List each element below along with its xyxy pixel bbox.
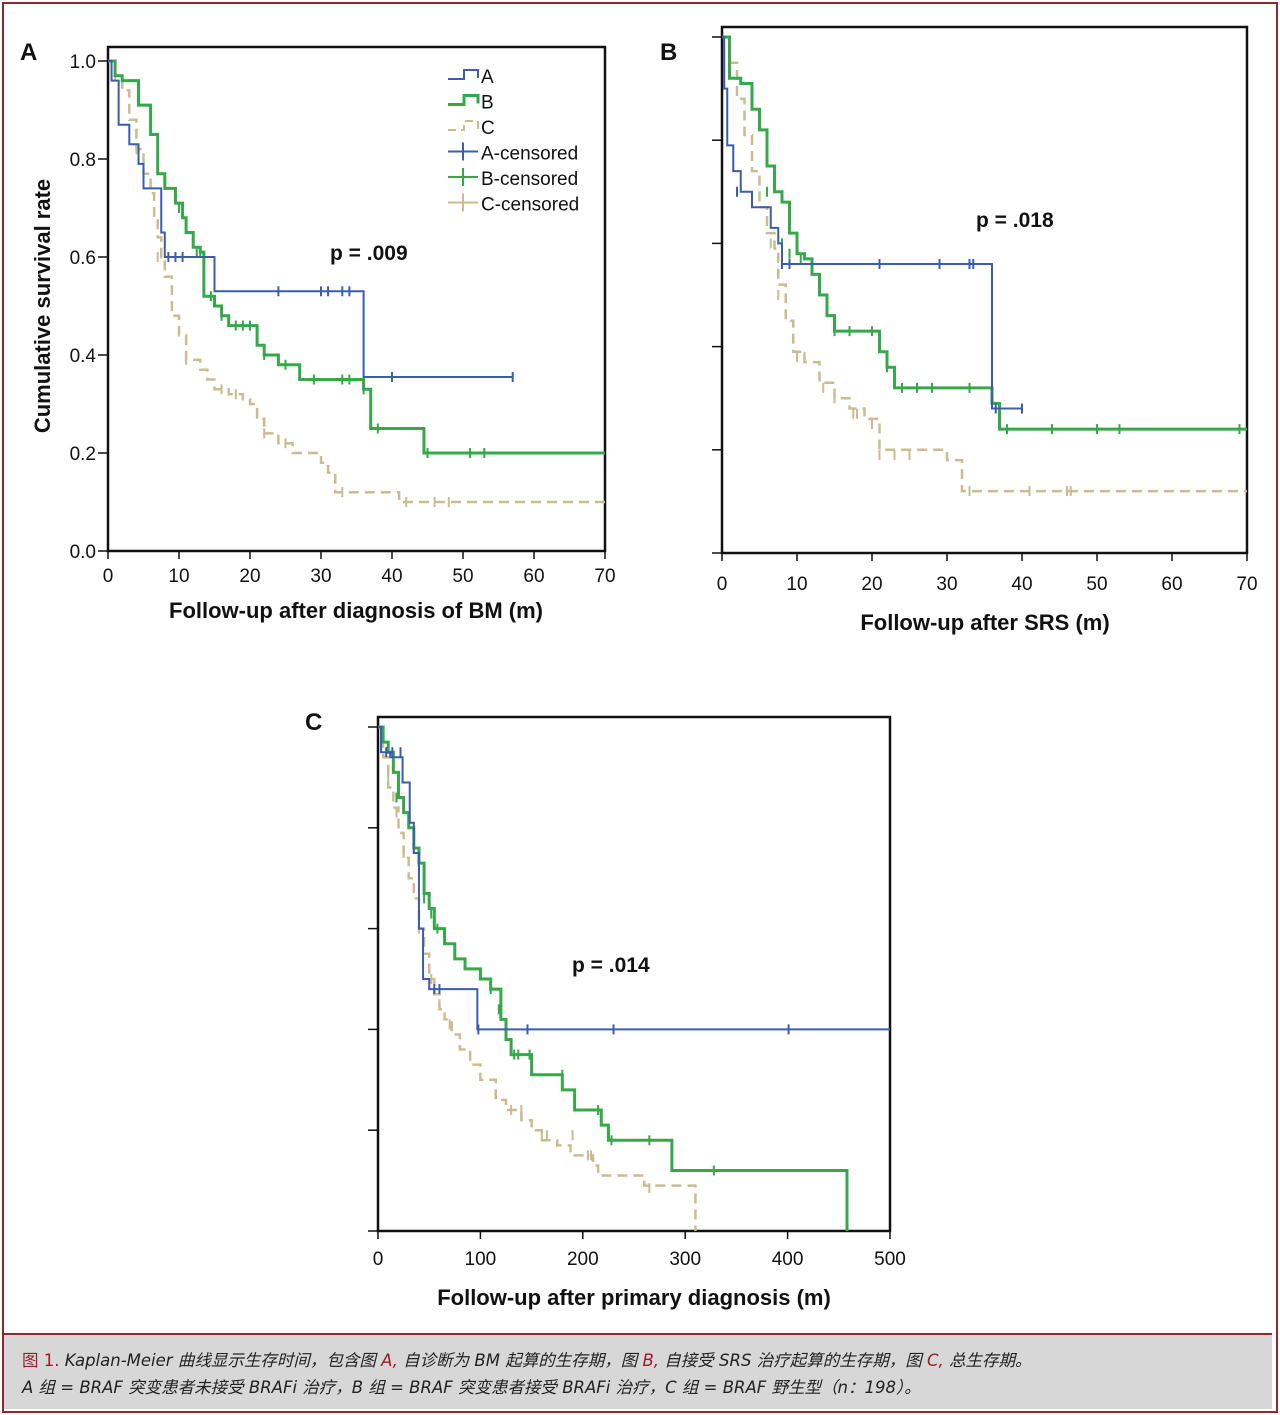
x-tick-label: 30 xyxy=(936,574,957,595)
x-tick-label: 50 xyxy=(1086,574,1107,595)
x-tick-label: 70 xyxy=(594,566,615,587)
x-tick-label: 20 xyxy=(239,566,260,587)
x-tick-label: 0 xyxy=(373,1249,384,1270)
x-tick-label: 60 xyxy=(1161,574,1182,595)
x-tick-label: 10 xyxy=(168,566,189,587)
caption-line-2: A 组 = BRAF 突变患者未接受 BRAFi 治疗，B 组 = BRAF 突… xyxy=(22,1378,921,1397)
caption-panel-ref: A, xyxy=(381,1351,398,1370)
panel-label: B xyxy=(660,39,677,66)
x-axis-title: Follow-up after diagnosis of BM (m) xyxy=(169,598,543,623)
km-curve-b xyxy=(108,59,605,455)
legend-item: B xyxy=(448,93,494,114)
legend-line-swatch xyxy=(448,94,480,106)
legend-label: B xyxy=(481,93,494,114)
km-figure: A 0.0 0.2 0.4 0.6 0.8 1.0 0 10 20 30 40 50 60 70 Follow… xyxy=(20,25,1258,1310)
caption-line-1: 图 1. Kaplan-Meier 曲线显示生存时间，包含图 A, 自诊断为 B… xyxy=(22,1347,1258,1374)
caption-label: 图 1. xyxy=(22,1351,60,1370)
x-tick-label: 0 xyxy=(717,574,728,595)
legend: ABC A-censored B-censored C-censored xyxy=(448,67,579,216)
x-tick-label: 200 xyxy=(567,1249,599,1270)
legend-item: C xyxy=(448,118,495,139)
plot-frame xyxy=(376,715,892,1233)
plot-frame xyxy=(720,25,1249,555)
x-tick-label: 100 xyxy=(465,1249,497,1270)
x-axis-title: Follow-up after SRS (m) xyxy=(860,610,1109,635)
km-curve-a xyxy=(108,60,513,379)
legend-line-swatch xyxy=(448,120,479,131)
panel-a: A 0.0 0.2 0.4 0.6 0.8 1.0 0 10 20 30 40 50 60 70 Follow… xyxy=(20,39,616,623)
legend-item: A xyxy=(448,67,494,88)
y-tick-label: 0.6 xyxy=(70,248,96,269)
p-value-annotation: p = .009 xyxy=(330,242,408,265)
legend-label: C xyxy=(481,118,495,139)
x-tick-label: 500 xyxy=(874,1249,906,1270)
x-tick-label: 60 xyxy=(523,566,544,587)
legend-label: A xyxy=(481,67,494,88)
x-tick-label: 50 xyxy=(452,566,473,587)
x-tick-label: 70 xyxy=(1236,574,1257,595)
x-tick-label: 400 xyxy=(772,1249,804,1270)
km-curve-b xyxy=(722,35,1247,431)
legend-item: C-censored xyxy=(448,193,579,216)
y-axis-title: Cumulative survival rate xyxy=(30,179,55,433)
caption-text: 自诊断为 BM 起算的生存期，图 xyxy=(397,1351,643,1370)
legend-label: A-censored xyxy=(481,144,578,165)
x-tick-label: 30 xyxy=(310,566,331,587)
p-value-annotation: p = .014 xyxy=(572,954,650,977)
km-curve-a xyxy=(378,726,890,1031)
km-curve-c xyxy=(108,59,605,504)
y-tick-label: 0.8 xyxy=(70,150,96,171)
y-tick-label: 0.4 xyxy=(70,346,97,367)
legend-label: B-censored xyxy=(481,169,578,190)
x-tick-label: 40 xyxy=(381,566,402,587)
x-tick-label: 0 xyxy=(103,566,114,587)
panel-b: B 0 10 20 30 40 50 60 70 Follow-up after SRS (m) p… xyxy=(660,25,1258,635)
panel-label: A xyxy=(20,39,37,66)
x-tick-label: 20 xyxy=(861,574,882,595)
y-tick-label: 0.0 xyxy=(70,542,96,563)
legend-line-swatch xyxy=(448,69,479,80)
legend-item: B-censored xyxy=(448,168,578,190)
legend-item: A-censored xyxy=(448,142,578,165)
y-tick-label: 0.2 xyxy=(70,444,96,465)
panel-label: C xyxy=(305,709,322,736)
x-tick-label: 10 xyxy=(786,574,807,595)
y-tick-label: 1.0 xyxy=(70,52,96,73)
legend-label: C-censored xyxy=(481,195,579,216)
km-curve-c xyxy=(378,725,697,1231)
panel-c: C 0 100 200 300 400 500 Follow-up after primary… xyxy=(305,709,906,1310)
caption-text: 总生存期。 xyxy=(943,1351,1032,1370)
figure-caption: 图 1. Kaplan-Meier 曲线显示生存时间，包含图 A, 自诊断为 B… xyxy=(4,1333,1272,1409)
x-tick-label: 40 xyxy=(1011,574,1032,595)
plot-frame xyxy=(106,45,607,553)
caption-text: Kaplan-Meier 曲线显示生存时间，包含图 xyxy=(59,1351,382,1370)
caption-line1-text: Kaplan-Meier 曲线显示生存时间，包含图 A, 自诊断为 BM 起算的… xyxy=(60,1351,1032,1370)
caption-panel-ref: B, xyxy=(642,1351,660,1370)
km-curve-c xyxy=(722,35,1247,493)
x-axis-title: Follow-up after primary diagnosis (m) xyxy=(437,1285,831,1310)
caption-panel-ref: C, xyxy=(926,1351,944,1370)
km-curve-b xyxy=(378,725,849,1231)
caption-text: 自接受 SRS 治疗起算的生存期，图 xyxy=(659,1351,927,1370)
p-value-annotation: p = .018 xyxy=(976,209,1054,232)
x-tick-label: 300 xyxy=(669,1249,701,1270)
